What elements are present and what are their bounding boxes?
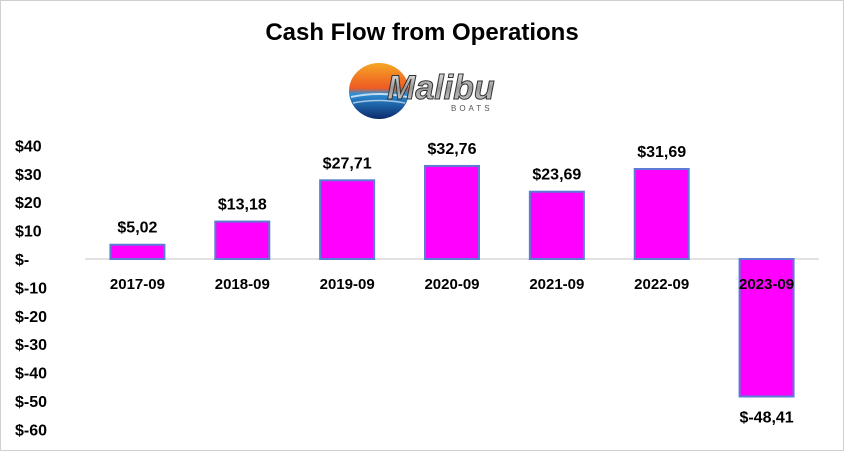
data-label: $23,69 bbox=[532, 167, 581, 184]
data-label: $27,71 bbox=[323, 155, 372, 172]
data-label: $5,02 bbox=[117, 220, 157, 237]
chart-title: Cash Flow from Operations bbox=[265, 19, 579, 46]
x-tick-label: 2020-09 bbox=[424, 276, 479, 293]
bar bbox=[633, 168, 690, 260]
data-label: $32,76 bbox=[428, 141, 477, 158]
bar bbox=[738, 258, 795, 398]
x-tick-label: 2022-09 bbox=[634, 276, 689, 293]
x-tick-label: 2023-09 bbox=[739, 276, 794, 293]
y-tick-label: $-40 bbox=[15, 366, 47, 383]
data-label: $-48,41 bbox=[739, 409, 793, 426]
logo-text: Malibu bbox=[387, 69, 495, 107]
bar bbox=[424, 164, 480, 260]
x-tick-label: 2019-09 bbox=[320, 276, 375, 293]
y-tick-label: $10 bbox=[15, 224, 42, 241]
bar bbox=[109, 243, 166, 260]
bar bbox=[319, 179, 376, 261]
y-tick-label: $30 bbox=[15, 167, 42, 184]
data-label: $13,18 bbox=[218, 197, 267, 214]
y-tick-label: $-30 bbox=[15, 337, 47, 354]
x-tick-label: 2017-09 bbox=[110, 276, 165, 293]
bar bbox=[214, 220, 271, 260]
malibu-boats-logo: Malibu BOATS bbox=[349, 63, 495, 119]
y-tick-label: $20 bbox=[15, 195, 42, 212]
logo-subtext: BOATS bbox=[451, 104, 493, 113]
y-tick-label: $- bbox=[15, 252, 29, 269]
x-tick-label: 2021-09 bbox=[529, 276, 584, 293]
data-label: $31,69 bbox=[637, 144, 686, 161]
y-tick-label: $-60 bbox=[15, 422, 47, 439]
y-tick-label: $-50 bbox=[15, 394, 47, 411]
y-tick-label: $-20 bbox=[15, 309, 47, 326]
x-tick-label: 2018-09 bbox=[215, 276, 270, 293]
bar bbox=[528, 190, 585, 260]
y-tick-label: $40 bbox=[15, 138, 42, 155]
y-tick-label: $-10 bbox=[15, 280, 47, 297]
